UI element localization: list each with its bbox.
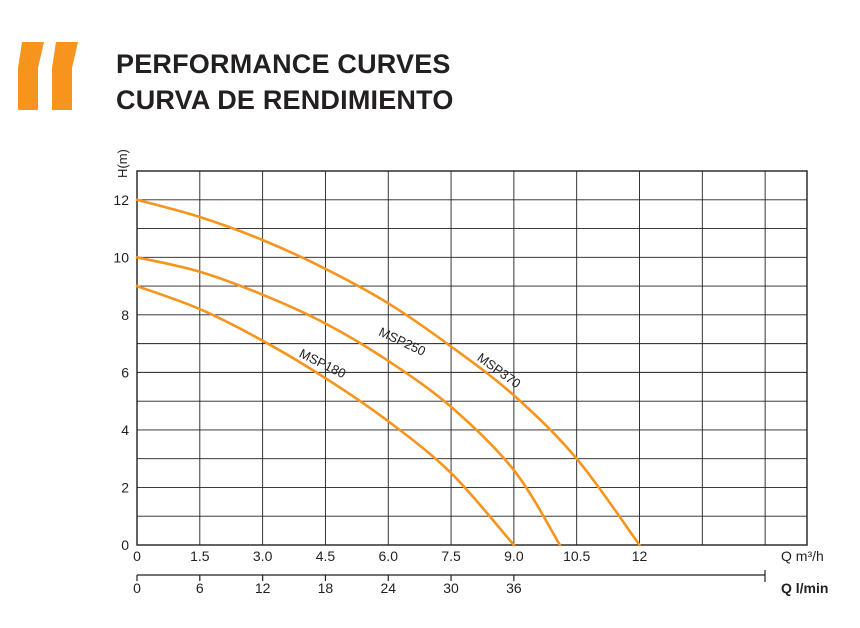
x-tick-label: 10.5 — [563, 548, 590, 564]
x-tick-label: 9.0 — [504, 548, 524, 564]
x-axis-label: Q m³/h — [781, 548, 824, 564]
x2-tick-label: 0 — [133, 580, 141, 596]
x2-tick-label: 18 — [318, 580, 334, 596]
quote-mark-left — [18, 42, 44, 110]
y-tick-label: 0 — [121, 537, 129, 553]
series-line-msp370 — [135, 198, 641, 547]
x-tick-label: 3.0 — [253, 548, 273, 564]
x-tick-label: 0 — [133, 548, 141, 564]
y-tick-label: 8 — [121, 307, 129, 323]
quote-mark-logo — [18, 42, 78, 110]
y-axis-label: H(m) — [115, 149, 130, 178]
x-tick-label: 7.5 — [441, 548, 461, 564]
y-tick-label: 2 — [121, 479, 129, 495]
x-tick-label: 4.5 — [316, 548, 336, 564]
y-tick-label: 4 — [121, 422, 129, 438]
y-tick-label: 10 — [113, 249, 129, 265]
x2-tick-label: 24 — [380, 580, 396, 596]
y-tick-label: 12 — [113, 192, 129, 208]
x-tick-label: 1.5 — [190, 548, 210, 564]
x2-tick-label: 12 — [255, 580, 271, 596]
series-label-msp250: MSP250 — [377, 324, 429, 359]
y-tick-label: 6 — [121, 364, 129, 380]
title-line-spanish: CURVA DE RENDIMIENTO — [116, 85, 454, 115]
chart-grid — [137, 171, 807, 545]
page-title: PERFORMANCE CURVES CURVA DE RENDIMIENTO — [116, 46, 454, 118]
title-line-english: PERFORMANCE CURVES — [116, 49, 451, 79]
x2-axis-label: Q l/min — [781, 580, 828, 596]
x-tick-label: 12 — [632, 548, 648, 564]
series-line-msp180 — [135, 284, 516, 547]
x2-tick-label: 36 — [506, 580, 522, 596]
quote-mark-right — [52, 42, 78, 110]
series-line-msp250 — [135, 256, 562, 547]
x2-tick-label: 6 — [196, 580, 204, 596]
plot-frame — [136, 170, 808, 546]
x2-tick-label: 30 — [443, 580, 459, 596]
x-tick-label: 6.0 — [379, 548, 399, 564]
